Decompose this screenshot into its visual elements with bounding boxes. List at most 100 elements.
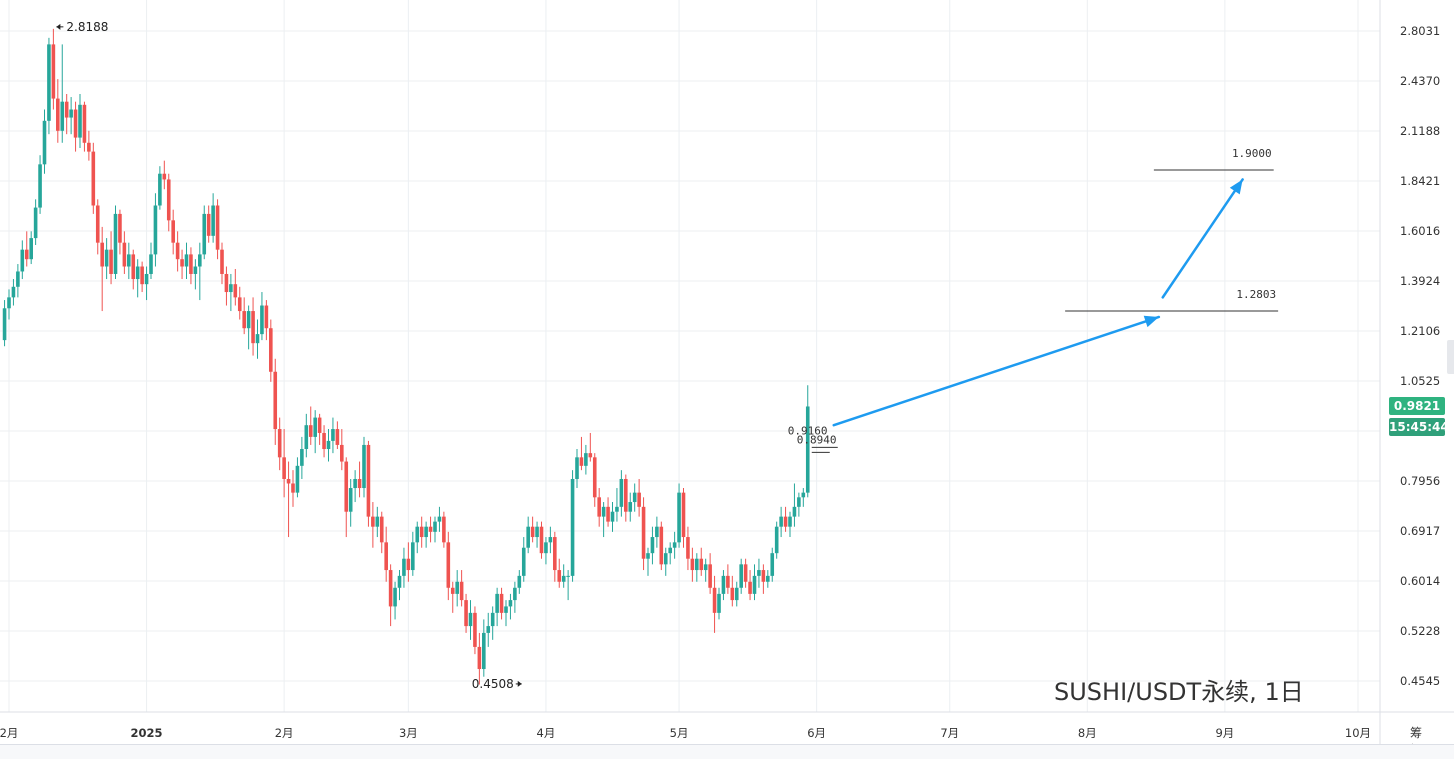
candle-body (233, 284, 238, 298)
candle-body (29, 238, 33, 260)
candle-body (304, 425, 309, 450)
candle (801, 488, 806, 507)
panel-collapse-handle[interactable] (1447, 340, 1454, 374)
candle-body (615, 506, 619, 512)
price-tick-label: 2.8031 (1400, 24, 1440, 38)
candle (428, 516, 433, 543)
candle (91, 142, 96, 214)
candle-body (468, 612, 473, 627)
candle-body (51, 44, 56, 99)
candle-body (424, 526, 428, 538)
price-axis: 2.8031 2.4370 2.1188 1.8421 1.6016 1.3924 1.21… (1400, 24, 1440, 688)
candle-body (641, 506, 646, 559)
anchor-level-label: 0.9160 (788, 425, 828, 438)
candle (628, 492, 633, 522)
candle (51, 28, 56, 110)
candle-body (229, 284, 233, 293)
time-tick-label: 4月 (537, 726, 556, 740)
candle (610, 502, 615, 532)
candle (388, 564, 393, 627)
candle (60, 44, 65, 143)
candle-body (286, 478, 291, 484)
candle-body (180, 259, 184, 267)
time-tick-label: 2月 (0, 726, 18, 740)
candle (162, 160, 167, 190)
candle (415, 521, 420, 554)
candle (681, 488, 686, 548)
candle-body (553, 537, 557, 571)
candle (406, 542, 411, 582)
candle (699, 547, 704, 576)
candle-body (455, 581, 459, 594)
candle-body (708, 564, 712, 588)
candle-body (703, 564, 708, 571)
candle-body (317, 417, 322, 433)
candle-body (446, 542, 451, 588)
candle (135, 259, 140, 298)
candle (87, 130, 91, 161)
candle (632, 483, 637, 512)
candle (384, 526, 388, 582)
high-arrowhead (56, 23, 61, 30)
time-tick-label: 9月 (1215, 726, 1234, 740)
candle (708, 553, 712, 594)
candle-body (78, 104, 82, 138)
candle (499, 587, 504, 620)
candle (64, 93, 69, 135)
candle (357, 461, 362, 498)
candle-body (610, 511, 615, 522)
candle-body (42, 120, 47, 165)
candle (149, 242, 153, 280)
candle (695, 553, 699, 582)
candle (300, 436, 304, 479)
candle (486, 612, 491, 647)
candle-body (113, 213, 118, 274)
candle (419, 516, 424, 548)
candle (601, 502, 606, 538)
candle-body (637, 492, 641, 507)
time-tick-label: 8月 (1078, 726, 1097, 740)
candle (82, 101, 87, 152)
candle (242, 297, 246, 335)
time-tick-label: 7月 (940, 726, 959, 740)
candle-body (530, 526, 535, 538)
candle (446, 531, 451, 601)
candle (38, 155, 42, 214)
candle-body (699, 558, 704, 571)
candle-body (331, 429, 335, 441)
candle-body (406, 558, 411, 571)
candle (766, 570, 770, 588)
candle-body (797, 497, 801, 507)
candle-body (624, 478, 628, 512)
candle-body (632, 492, 637, 503)
candle-body (16, 271, 20, 287)
price-tick-label: 0.4545 (1400, 674, 1440, 688)
candle (402, 547, 406, 588)
candle (473, 606, 477, 655)
candle-body (198, 254, 202, 267)
candle-body (362, 444, 366, 489)
candle (464, 593, 468, 633)
candle (650, 526, 655, 565)
chips-button[interactable]: 筹 (1410, 726, 1423, 740)
candle-body (663, 553, 668, 565)
candle (495, 587, 499, 627)
candle (757, 558, 761, 588)
candle-body (726, 575, 730, 588)
target-level-label: 1.9000 (1232, 147, 1272, 160)
candle (131, 249, 136, 290)
projection-arrow-1 (832, 315, 1161, 427)
candle (375, 506, 380, 538)
candlestick-series (2, 28, 810, 685)
candle-body (486, 626, 491, 633)
candle (233, 268, 238, 306)
candle (353, 470, 357, 503)
candle (273, 358, 278, 445)
candle (579, 436, 584, 471)
candle-body (109, 249, 113, 274)
candle-body (202, 213, 207, 255)
candle (95, 199, 100, 255)
candle (193, 259, 198, 290)
